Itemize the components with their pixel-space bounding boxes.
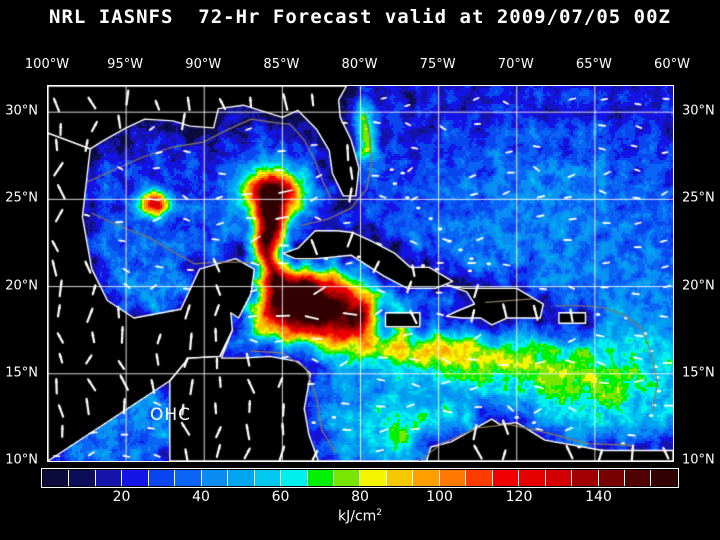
colorbar-cell [492,470,520,486]
lat-tick-label: 20°N [5,278,38,294]
lon-tick-label: 75°W [419,57,456,72]
colorbar-cell [254,470,282,486]
colorbar-tick-label: 100 [426,489,453,505]
colorbar-tick-label: 60 [271,489,290,505]
colorbar-cell [281,470,308,486]
map-plot-area [47,85,674,462]
colorbar-cell [43,470,70,486]
colorbar-cell [651,470,677,486]
colorbar-cell [519,470,546,486]
colorbar-cell [148,470,176,486]
colorbar-cell [307,470,334,486]
map-overlay-canvas [48,86,673,461]
colorbar-cell [572,470,599,486]
map-plot-inner [48,86,673,461]
colorbar-cell [95,470,123,486]
colorbar-tick-label: 120 [505,489,533,505]
lat-tick-label: 30°N [682,103,715,119]
colorbar-cell [175,470,202,486]
lon-tick-label: 60°W [654,57,690,72]
lon-tick-label: 65°W [575,57,612,72]
colorbar-tick-label: 80 [351,489,369,505]
colorbar-cell [624,470,652,486]
colorbar-cell [545,470,573,486]
colorbar-tick-label: 20 [112,489,131,505]
lon-tick-label: 70°W [497,57,534,72]
colorbar-unit-text: kJ/cm [337,508,377,525]
lat-tick-label: 20°N [682,278,715,294]
lon-tick-label: 90°W [185,57,222,72]
colorbar-cell [228,470,255,486]
figure-title: NRL IASNFS 72-Hr Forecast valid at 2009/… [49,6,671,28]
colorbar-cell [466,470,493,486]
colorbar-cell [598,470,625,486]
ohc-map-annotation: OHC [150,405,192,425]
colorbar [41,468,679,488]
lat-tick-label: 25°N [682,190,715,206]
colorbar-cell [386,470,414,486]
lon-tick-label: 85°W [263,57,300,72]
colorbar-cell [69,470,96,486]
colorbar-cell [122,470,149,486]
lat-tick-label: 10°N [5,452,38,468]
colorbar-tick-label: 140 [585,489,612,505]
lon-tick-label: 80°W [341,57,378,72]
colorbar-cell [360,470,387,486]
lon-tick-label: 95°W [107,57,144,72]
colorbar-cell [439,470,467,486]
lat-tick-label: 10°N [682,452,715,468]
colorbar-unit-exponent: 2 [376,508,383,518]
colorbar-cell [413,470,440,486]
colorbar-unit-label: kJ/cm2 [0,508,720,525]
colorbar-cell [201,470,229,486]
lon-tick-label: 100°W [24,57,70,72]
colorbar-cells [43,470,677,486]
colorbar-tick-label: 40 [192,489,210,505]
colorbar-cell [333,470,361,486]
lat-tick-label: 25°N [5,190,38,206]
lat-tick-label: 15°N [682,365,715,381]
lat-tick-label: 30°N [5,103,38,119]
lat-tick-label: 15°N [5,365,38,381]
